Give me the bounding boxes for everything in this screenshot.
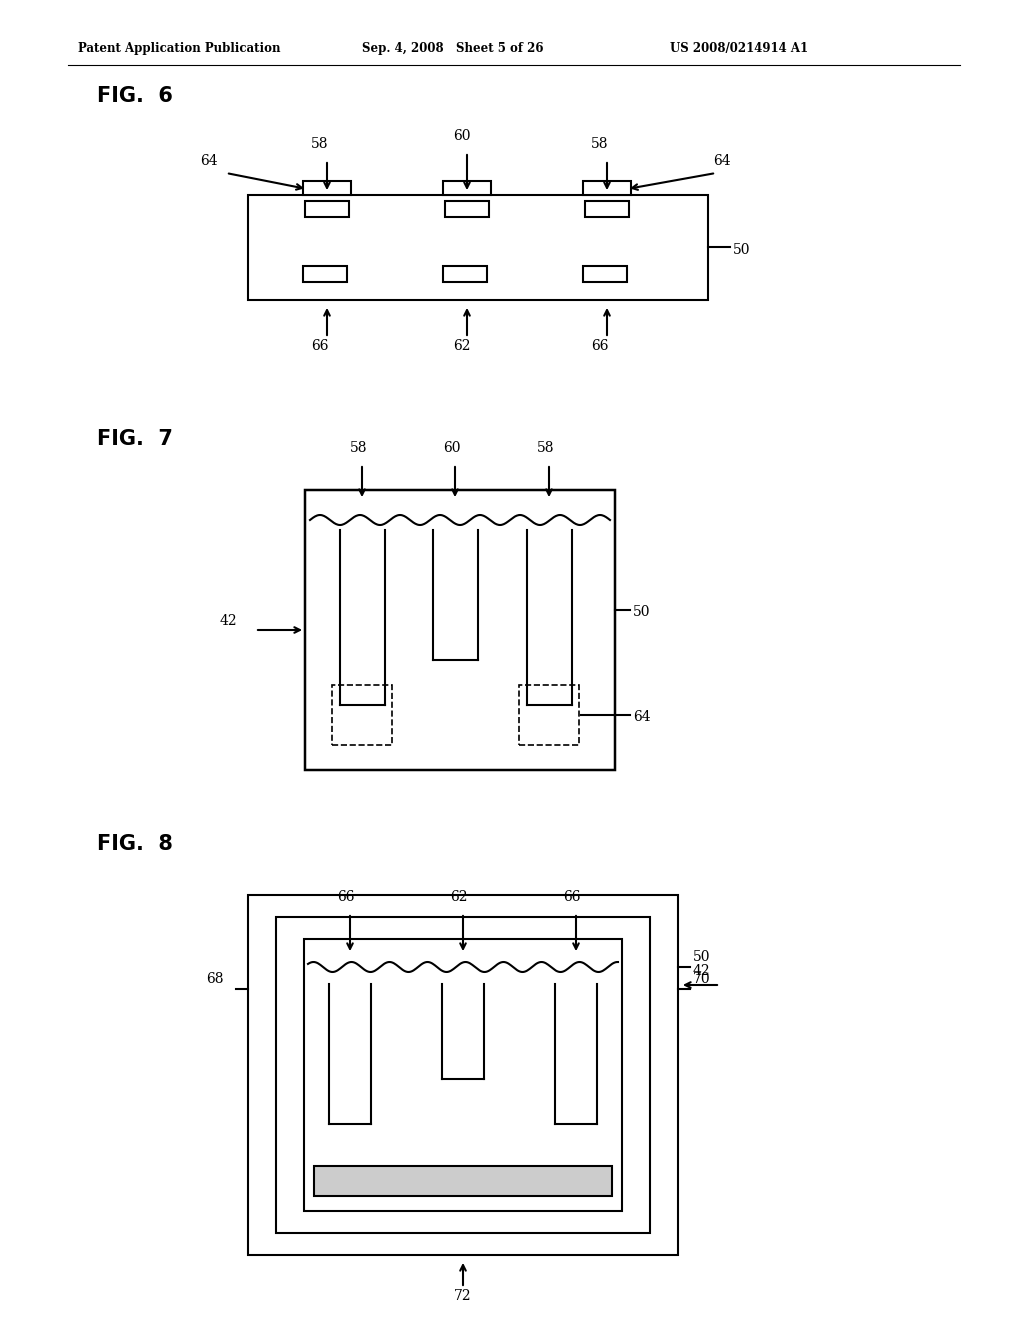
Text: 42: 42 bbox=[220, 614, 238, 628]
Bar bbox=[303, 181, 351, 195]
Text: FIG.  8: FIG. 8 bbox=[97, 834, 173, 854]
Text: 64: 64 bbox=[713, 154, 731, 168]
Text: 64: 64 bbox=[200, 154, 218, 168]
Text: 66: 66 bbox=[563, 890, 581, 904]
Bar bbox=[332, 685, 392, 744]
Text: 60: 60 bbox=[453, 129, 470, 143]
Text: Sep. 4, 2008   Sheet 5 of 26: Sep. 4, 2008 Sheet 5 of 26 bbox=[362, 42, 544, 55]
Text: Patent Application Publication: Patent Application Publication bbox=[78, 42, 281, 55]
Text: 58: 58 bbox=[591, 137, 608, 150]
Text: 68: 68 bbox=[206, 972, 223, 986]
Bar bbox=[276, 917, 650, 1233]
Text: 42: 42 bbox=[693, 964, 711, 978]
Text: 62: 62 bbox=[453, 339, 470, 352]
Text: US 2008/0214914 A1: US 2008/0214914 A1 bbox=[670, 42, 808, 55]
Text: 50: 50 bbox=[733, 243, 751, 257]
Text: 62: 62 bbox=[450, 890, 468, 904]
Bar bbox=[305, 490, 615, 770]
Bar bbox=[583, 267, 627, 282]
Text: FIG.  7: FIG. 7 bbox=[97, 429, 173, 449]
Text: 70: 70 bbox=[693, 972, 711, 986]
Bar bbox=[583, 181, 631, 195]
Bar bbox=[519, 685, 579, 744]
Text: 64: 64 bbox=[633, 710, 650, 723]
Bar bbox=[248, 895, 678, 1255]
Text: 66: 66 bbox=[337, 890, 354, 904]
Bar bbox=[305, 201, 349, 216]
Bar bbox=[303, 267, 347, 282]
Bar bbox=[443, 267, 487, 282]
Text: 58: 58 bbox=[350, 441, 368, 455]
Text: 66: 66 bbox=[311, 339, 329, 352]
Text: 58: 58 bbox=[537, 441, 555, 455]
Text: 66: 66 bbox=[591, 339, 608, 352]
Bar bbox=[445, 201, 489, 216]
Text: 58: 58 bbox=[311, 137, 329, 150]
Text: 50: 50 bbox=[633, 605, 650, 619]
Bar bbox=[304, 939, 622, 1210]
Bar bbox=[585, 201, 629, 216]
Bar bbox=[443, 181, 490, 195]
Text: 50: 50 bbox=[693, 950, 711, 964]
Text: FIG.  6: FIG. 6 bbox=[97, 86, 173, 106]
Bar bbox=[248, 195, 708, 300]
Text: 72: 72 bbox=[455, 1290, 472, 1303]
Text: 60: 60 bbox=[443, 441, 461, 455]
Bar bbox=[314, 1166, 612, 1196]
